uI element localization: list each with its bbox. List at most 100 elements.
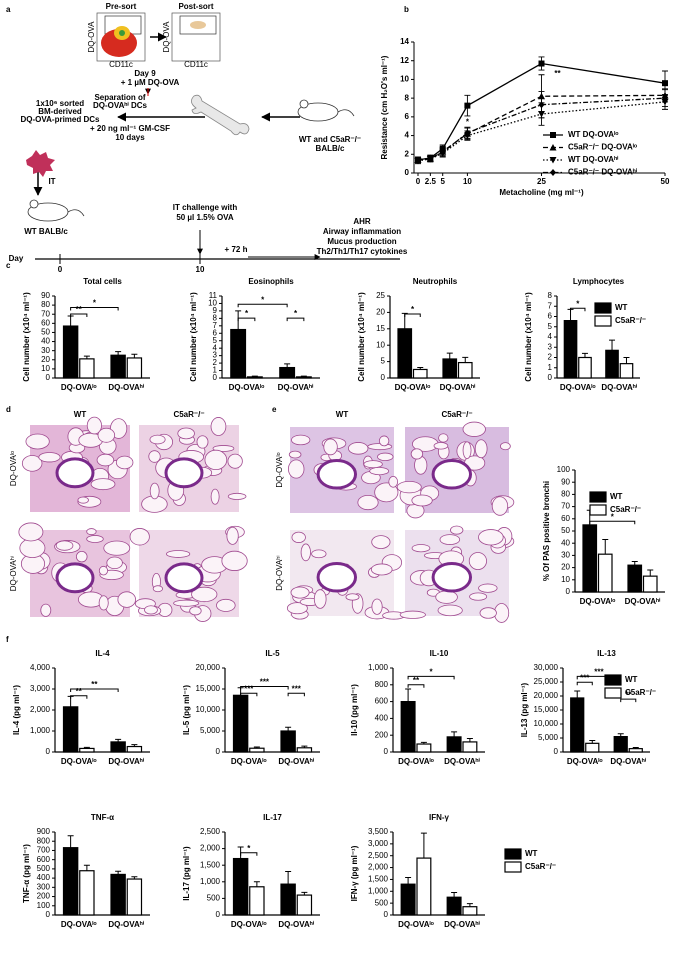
x-tick-label: DQ-OVAˡᵒ	[229, 383, 266, 392]
y-tick-label: 0	[384, 910, 389, 919]
x-tick-label: DQ-OVAˡᵒ	[231, 920, 268, 929]
mouse-ear	[299, 99, 309, 109]
y-tick-label: 5	[213, 336, 218, 345]
y-tick-label: 4	[213, 343, 218, 352]
flow-density	[190, 21, 206, 29]
significance: **	[413, 676, 420, 685]
chart-title: Eosinophils	[248, 277, 294, 286]
alveolus	[173, 599, 200, 607]
marker	[550, 132, 556, 138]
legend-label: WT DQ-OVAˡᵒ	[568, 130, 619, 139]
alveolus	[371, 535, 391, 549]
alveolus	[396, 480, 422, 494]
alveolus	[129, 528, 150, 546]
bronchus	[55, 562, 95, 594]
y-tick-label: 1	[213, 366, 218, 375]
y-axis-label: Il-10 (pg ml⁻¹)	[350, 684, 359, 736]
chart-title: IL-10	[430, 649, 449, 658]
alveolus	[411, 544, 431, 553]
chart-title: IL-17	[263, 813, 282, 822]
bar	[446, 896, 462, 916]
y-tick-label: 4	[548, 332, 553, 341]
significance-bracket	[70, 688, 119, 692]
y-tick-label: 0	[46, 747, 51, 756]
y-tick-label: 4,000	[30, 663, 51, 672]
y-tick-label: 60	[41, 318, 50, 327]
panel-letter: a	[6, 5, 11, 14]
significance-bracket	[589, 520, 636, 525]
alveolus	[286, 602, 308, 615]
y-tick-label: 10,000	[534, 719, 559, 728]
alveolus	[411, 494, 433, 507]
legend-label: C5aR⁻/⁻ DQ-OVAˡᵒ	[568, 143, 638, 152]
bar	[230, 328, 247, 379]
schematic-text: BM-derived	[38, 107, 82, 116]
alveolus	[19, 538, 46, 559]
alveolus	[469, 592, 488, 601]
x-tick-label: DQ-OVAʰⁱ	[444, 756, 480, 766]
significance: ***	[594, 668, 604, 677]
x-tick-label: DQ-OVAˡᵒ	[231, 757, 268, 766]
schematic-text: 0	[58, 265, 63, 274]
bar	[79, 870, 95, 916]
error-bar	[285, 871, 292, 885]
legend-label: C5aR⁻/⁻	[525, 862, 556, 871]
bar	[110, 354, 126, 379]
significance: ***	[292, 684, 302, 693]
schematic-text: WT and C5aR⁻/⁻	[299, 135, 361, 144]
x-tick-label: DQ-OVAʰⁱ	[278, 382, 314, 392]
chart-title: TNF-α	[91, 813, 114, 822]
significance: *	[247, 844, 251, 853]
y-axis-label: IFN-γ (pg ml⁻¹)	[350, 845, 359, 901]
y-tick-label: 10	[376, 340, 385, 349]
alveolus	[191, 586, 218, 603]
alveolus	[97, 427, 116, 443]
alveolus	[288, 459, 305, 479]
bronchus	[431, 562, 473, 593]
y-axis-label: Cell number (x10⁴ ml⁻¹)	[524, 292, 533, 382]
y-tick-label: 70	[561, 502, 570, 511]
y-tick-label: 1,000	[200, 877, 221, 886]
alveolus	[86, 416, 102, 435]
alveolus	[226, 526, 239, 545]
y-tick-label: 500	[207, 894, 221, 903]
panel-letter: b	[404, 5, 409, 14]
error-bar	[581, 352, 588, 358]
alveolus	[378, 435, 390, 447]
alveolus	[462, 421, 486, 437]
bar	[62, 706, 79, 753]
significance: ***	[580, 673, 590, 682]
x-tick-label: DQ-OVAʰⁱ	[278, 919, 314, 929]
y-axis-label: Cell number (x10⁴ ml⁻¹)	[357, 292, 366, 382]
bar	[110, 741, 126, 753]
chart-title: Neutrophils	[413, 277, 458, 286]
bar	[416, 857, 432, 916]
alveolus	[96, 453, 115, 467]
legend-label: C5aR⁻/⁻ DQ-OVAʰⁱ	[568, 167, 638, 177]
legend-label: WT	[525, 849, 538, 858]
y-tick-label: 12	[400, 56, 409, 65]
bar	[295, 376, 312, 379]
y-tick-label: 0	[405, 168, 410, 177]
alveolus	[370, 563, 393, 576]
bar	[442, 358, 458, 379]
y-tick-label: 1,000	[368, 886, 389, 895]
flow-density	[119, 30, 125, 36]
y-tick-label: 10	[208, 299, 217, 308]
y-axis-label: TNF-α (pg ml⁻¹)	[22, 844, 31, 903]
x-tick-label: DQ-OVAˡᵒ	[61, 757, 98, 766]
bar	[249, 886, 265, 916]
error-bar	[67, 315, 74, 327]
y-tick-label: 6	[213, 328, 218, 337]
schematic-text: AHR	[353, 217, 371, 226]
bar	[62, 847, 79, 916]
legend-label: C5aR⁻/⁻	[610, 505, 641, 514]
schematic-text: + 72 h	[225, 245, 248, 254]
significance: **	[91, 680, 98, 689]
bar	[400, 883, 416, 916]
significance-bracket	[70, 306, 119, 311]
alveolus	[291, 531, 306, 543]
significance-bracket	[620, 698, 637, 703]
alveolus	[500, 442, 511, 451]
